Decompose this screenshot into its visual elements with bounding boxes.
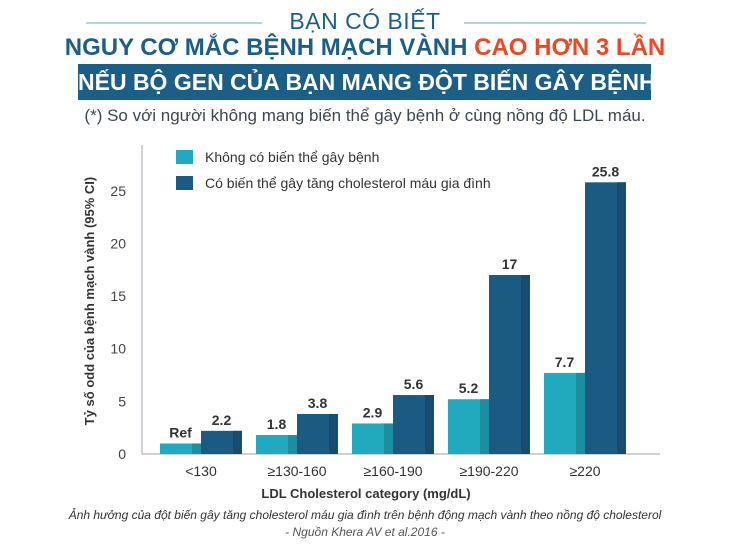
bar-shade xyxy=(233,430,242,454)
y-axis-ticks: 0 5 10 15 20 25 xyxy=(110,183,126,462)
bar-shade xyxy=(329,413,338,454)
bar-no-variant xyxy=(256,435,297,454)
bars: Ref 2.2 1.8 3.8 2.9 5.6 5.2 17 7.7 25.8 xyxy=(160,163,626,455)
bar-shade xyxy=(384,423,393,454)
bar-fh-variant xyxy=(201,430,242,454)
kicker-title: BẠN CÓ BIẾT xyxy=(289,8,441,34)
x-tick-label: <130 xyxy=(185,463,217,479)
bar-value-label: 3.8 xyxy=(308,395,328,411)
bar-value-label: 2.2 xyxy=(212,412,232,428)
legend-label-series-2: Có biến thể gây tăng cholesterol máu gia… xyxy=(205,175,491,191)
bar-shade xyxy=(576,372,585,454)
x-tick-label: ≥160-190 xyxy=(363,463,422,479)
y-tick-label: 5 xyxy=(118,393,126,409)
title-rule-right xyxy=(464,22,646,24)
footnote: (*) So với người không mang biến thể gây… xyxy=(84,106,646,125)
bar-value-label: Ref xyxy=(169,424,192,440)
y-tick-label: 15 xyxy=(110,288,126,304)
bar-value-label: 17 xyxy=(502,256,518,272)
legend: Không có biến thể gây bệnh Có biến thể g… xyxy=(176,149,491,191)
bar-shade xyxy=(521,274,530,454)
bar-no-variant xyxy=(160,443,201,454)
y-tick-label: 25 xyxy=(110,183,126,199)
source-credit: - Nguồn Khera AV et al.2016 - xyxy=(285,525,445,539)
headline-main: NGUY CƠ MẮC BỆNH MẠCH VÀNH xyxy=(64,34,475,61)
y-tick-label: 10 xyxy=(110,341,126,357)
legend-swatch-series-1 xyxy=(176,150,193,164)
x-axis-label: LDL Cholesterol category (mg/dL) xyxy=(261,486,470,501)
x-tick-label: ≥130-160 xyxy=(267,463,326,479)
y-tick-label: 0 xyxy=(118,446,126,462)
bar-shade xyxy=(617,182,626,455)
headline: NGUY CƠ MẮC BỆNH MẠCH VÀNH CAO HƠN 3 LẦN xyxy=(0,34,730,62)
bar-value-label: 1.8 xyxy=(267,416,287,432)
x-tick-label: ≥220 xyxy=(569,463,600,479)
y-axis-label: Tỷ số odd của bệnh mạch vành (95% CI) xyxy=(82,177,97,426)
bar-value-label: 2.9 xyxy=(363,404,383,420)
x-axis-ticks: <130 ≥130-160 ≥160-190 ≥190-220 ≥220 xyxy=(185,463,601,479)
bar-value-label: 25.8 xyxy=(592,163,619,179)
bar-shade xyxy=(425,395,434,454)
bar-shade xyxy=(480,399,489,454)
headline-highlight: CAO HƠN 3 LẦN xyxy=(474,34,666,61)
bar-value-label: 5.6 xyxy=(404,376,424,392)
legend-label-series-1: Không có biến thể gây bệnh xyxy=(205,149,379,165)
chart-caption: Ảnh hưởng của đột biến gây tăng choleste… xyxy=(68,508,662,522)
y-tick-label: 20 xyxy=(110,235,126,251)
bar-shade xyxy=(288,435,297,454)
legend-swatch-series-2 xyxy=(176,176,193,190)
bar-shade xyxy=(192,443,201,454)
bar-value-label: 7.7 xyxy=(555,354,575,370)
bar-value-label: 5.2 xyxy=(459,380,479,396)
x-tick-label: ≥190-220 xyxy=(459,463,518,479)
title-rule-left xyxy=(86,22,262,24)
headline-banner: NẾU BỘ GEN CỦA BẠN MANG ĐỘT BIẾN GÂY BỆN… xyxy=(78,64,665,100)
